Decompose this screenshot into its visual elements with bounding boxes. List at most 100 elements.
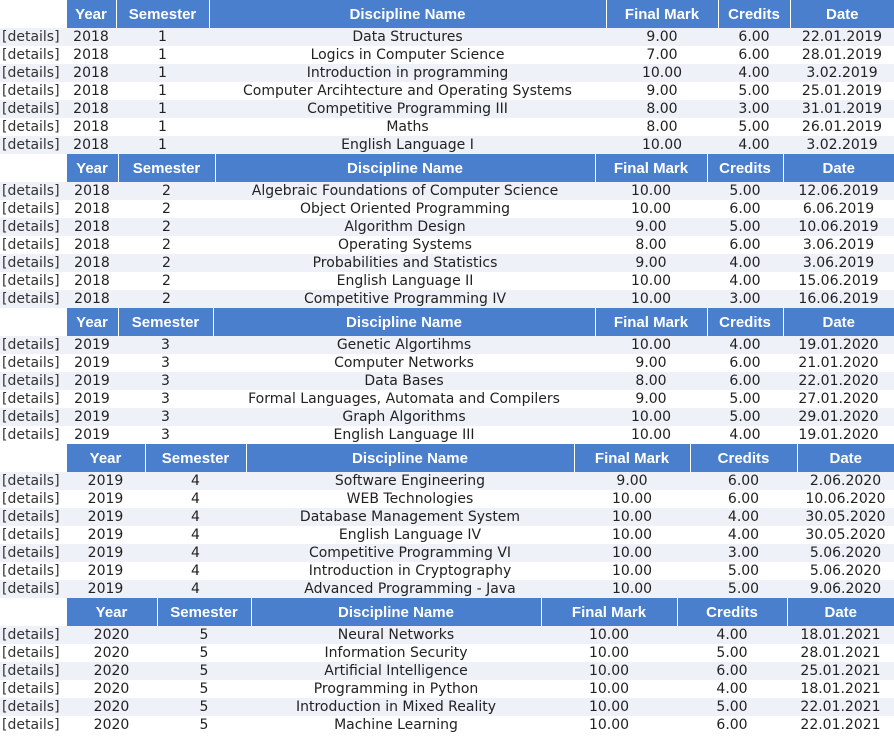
year-cell: 2019 (66, 490, 145, 508)
column-header-discipline: Discipline Name (250, 598, 541, 626)
details-link[interactable]: [details] (0, 218, 66, 236)
year-cell: 2018 (66, 136, 116, 154)
table-row: [details] 2019 3 Computer Networks 9.00 6.00 2… (0, 354, 894, 372)
details-link[interactable]: [details] (0, 64, 66, 82)
date-cell: 30.05.2020 (797, 508, 894, 526)
credits-cell: 6.00 (707, 372, 783, 390)
table-row: [details] 2018 2 Algorithm Design 9.00 5.00 10… (0, 218, 894, 236)
credits-cell: 6.00 (677, 662, 787, 680)
details-link[interactable]: [details] (0, 390, 66, 408)
details-link[interactable]: [details] (0, 562, 66, 580)
details-link[interactable]: [details] (0, 490, 66, 508)
details-link[interactable]: [details] (0, 136, 66, 154)
details-link[interactable]: [details] (0, 100, 66, 118)
discipline-cell: Genetic Algortihms (213, 336, 595, 354)
date-cell: 28.01.2021 (787, 644, 894, 662)
credits-cell: 6.00 (677, 716, 787, 734)
semester-cell: 1 (116, 82, 209, 100)
credits-cell: 4.00 (707, 254, 783, 272)
date-cell: 18.01.2021 (787, 680, 894, 698)
final-mark-cell: 9.00 (595, 254, 707, 272)
date-cell: 19.01.2020 (783, 336, 894, 354)
table-row: [details] 2019 4 English Language IV 10.00 4.… (0, 526, 894, 544)
table-row: [details] 2018 1 Logics in Computer Science… (0, 46, 894, 64)
semester-cell: 5 (157, 644, 251, 662)
year-cell: 2019 (66, 544, 145, 562)
discipline-cell: Competitive Programming VI (246, 544, 574, 562)
column-header-semester: Semester (156, 598, 251, 626)
discipline-cell: Computer Arcihtecture and Operating Syst… (209, 82, 606, 100)
credits-cell: 5.00 (718, 118, 790, 136)
date-cell: 25.01.2019 (790, 82, 894, 100)
details-link[interactable]: [details] (0, 372, 66, 390)
details-link[interactable]: [details] (0, 182, 66, 200)
credits-cell: 5.00 (677, 644, 787, 662)
details-link[interactable]: [details] (0, 508, 66, 526)
details-link[interactable]: [details] (0, 580, 66, 598)
details-link[interactable]: [details] (0, 82, 66, 100)
date-cell: 16.06.2019 (783, 290, 894, 308)
details-link[interactable]: [details] (0, 526, 66, 544)
details-link[interactable]: [details] (0, 290, 66, 308)
discipline-cell: Maths (209, 118, 606, 136)
semester-cell: 2 (118, 200, 215, 218)
column-header-details (0, 308, 66, 336)
column-header-year: Year (65, 0, 116, 28)
details-link[interactable]: [details] (0, 716, 66, 734)
details-link[interactable]: [details] (0, 28, 66, 46)
table-row: [details] 2018 1 English Language I 10.00 4.0… (0, 136, 894, 154)
year-cell: 2018 (66, 200, 118, 218)
credits-cell: 4.00 (690, 508, 797, 526)
details-link[interactable]: [details] (0, 698, 66, 716)
table-row: [details] 2019 4 Introduction in Cryptograp… (0, 562, 894, 580)
details-link[interactable]: [details] (0, 426, 66, 444)
final-mark-cell: 10.00 (595, 290, 707, 308)
column-header-credits: Credits (676, 598, 787, 626)
discipline-cell: Competitive Programming III (209, 100, 606, 118)
details-link[interactable]: [details] (0, 236, 66, 254)
discipline-cell: Probabilities and Statistics (215, 254, 595, 272)
credits-cell: 5.00 (690, 580, 797, 598)
details-link[interactable]: [details] (0, 118, 66, 136)
semester-cell: 3 (118, 390, 213, 408)
table-row: [details] 2019 4 Software Engineering 9.00 6.… (0, 472, 894, 490)
details-link[interactable]: [details] (0, 254, 66, 272)
details-link[interactable]: [details] (0, 680, 66, 698)
credits-cell: 6.00 (690, 472, 797, 490)
details-link[interactable]: [details] (0, 200, 66, 218)
details-link[interactable]: [details] (0, 354, 66, 372)
details-link[interactable]: [details] (0, 408, 66, 426)
column-header-semester: Semester (115, 0, 209, 28)
details-link[interactable]: [details] (0, 544, 66, 562)
table-row: [details] 2018 1 Maths 8.00 5.00 26.01.2019 (0, 118, 894, 136)
table-row: [details] 2019 4 Advanced Programming - Jav… (0, 580, 894, 598)
table-row: [details] 2019 3 Data Bases 8.00 6.00 22.01.20… (0, 372, 894, 390)
column-header-details (0, 0, 66, 28)
grades-page: Year Semester Discipline Name Final Mark Cre… (0, 0, 894, 734)
year-cell: 2019 (66, 390, 118, 408)
details-link[interactable]: [details] (0, 336, 66, 354)
details-link[interactable]: [details] (0, 272, 66, 290)
date-cell: 31.01.2019 (790, 100, 894, 118)
column-header-discipline: Discipline Name (245, 444, 574, 472)
semester-cell: 4 (145, 580, 246, 598)
year-cell: 2018 (66, 46, 116, 64)
date-cell: 29.01.2020 (783, 408, 894, 426)
details-link[interactable]: [details] (0, 626, 66, 644)
details-link[interactable]: [details] (0, 472, 66, 490)
discipline-cell: Information Security (251, 644, 541, 662)
year-cell: 2020 (66, 662, 157, 680)
date-cell: 27.01.2020 (783, 390, 894, 408)
date-cell: 25.01.2021 (787, 662, 894, 680)
semester-cell: 1 (116, 136, 209, 154)
table-row: [details] 2018 2 Competitive Programming IV… (0, 290, 894, 308)
details-link[interactable]: [details] (0, 644, 66, 662)
final-mark-cell: 10.00 (595, 408, 707, 426)
date-cell: 22.01.2019 (790, 28, 894, 46)
details-link[interactable]: [details] (0, 46, 66, 64)
semester-cell: 4 (145, 508, 246, 526)
table-row: [details] 2018 2 English Language II 10.00 4.… (0, 272, 894, 290)
details-link[interactable]: [details] (0, 662, 66, 680)
column-header-final-mark: Final Mark (605, 0, 718, 28)
year-cell: 2018 (66, 290, 118, 308)
